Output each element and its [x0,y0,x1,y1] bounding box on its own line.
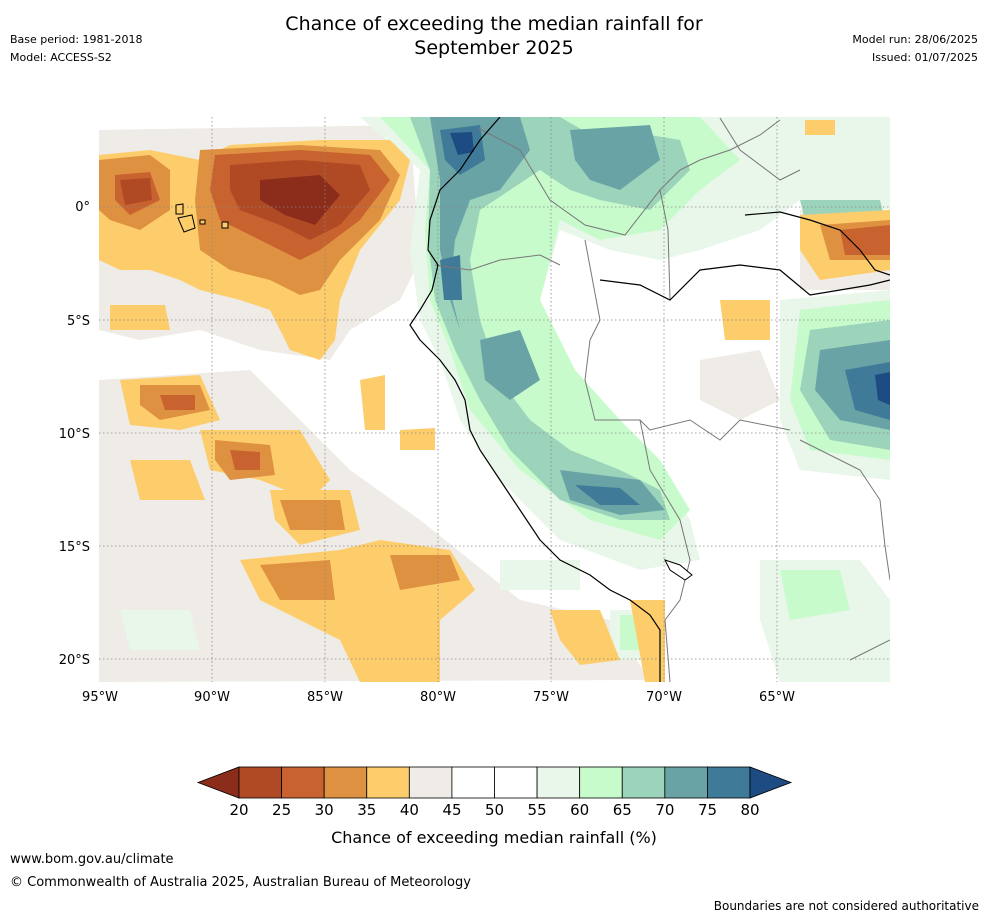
longitude-labels: 95°W 90°W 85°W 80°W 75°W 70°W 65°W [82,690,795,705]
colorbar-ticks: 20 25 30 35 40 45 50 55 60 65 70 75 80 [229,801,759,819]
lake-titicaca [664,559,693,581]
lat-label: 15°S [59,540,90,555]
colorbar-cell [238,766,282,799]
right-metadata: Model run: 28/06/2025 Issued: 01/07/2025 [852,31,978,67]
colorbar-cell [323,766,368,799]
colorbar-cell [536,766,581,799]
title-line-1: Chance of exceeding the median rainfall … [285,13,703,35]
probability-80-plus-areas [450,132,890,405]
boundary-disclaimer: Boundaries are not considered authoritat… [713,899,979,913]
coastline [409,117,890,682]
colorbar-tick: 80 [740,801,759,819]
colorbar-cell [281,766,325,799]
colorbar-label: Chance of exceeding median rainfall (%) [331,828,657,847]
lon-label: 75°W [533,690,569,705]
colorbar-cell [408,766,453,799]
colorbar-cells [196,766,793,799]
colorbar-cell [621,766,666,799]
lon-label: 90°W [194,690,230,705]
base-period: Base period: 1981-2018 [10,33,143,46]
colorbar-tick: 20 [229,801,248,819]
colorbar-tick: 60 [570,801,589,819]
colorbar-cell [366,766,410,799]
colorbar-cell [664,766,708,799]
colorbar-tick: 25 [272,801,291,819]
lat-label: 0° [75,200,90,215]
colorbar-extend-low [196,766,240,799]
lon-label: 95°W [82,690,118,705]
latitude-labels: 0° 5°S 10°S 15°S 20°S [59,200,90,668]
lon-label: 80°W [420,690,456,705]
colorbar-cell [451,766,495,799]
issued-date: Issued: 01/07/2025 [871,51,978,64]
colorbar-tick: 35 [357,801,376,819]
lat-label: 10°S [59,427,90,442]
chart-title: Chance of exceeding the median rainfall … [0,12,988,60]
colorbar-tick: 55 [528,801,547,819]
colorbar-tick: 30 [315,801,334,819]
colorbar-tick: 45 [442,801,461,819]
lat-label: 20°S [59,653,90,668]
title-line-2: September 2025 [414,37,574,59]
map-panel [99,117,890,682]
colorbar-cell [579,766,623,799]
copyright-notice: © Commonwealth of Australia 2025, Austra… [10,875,471,890]
probability-below-20-areas [260,175,340,225]
website-link[interactable]: www.bom.gov.au/climate [10,852,174,867]
colorbar-cell [494,766,538,799]
galapagos-islands [175,203,229,233]
colorbar-tick: 65 [613,801,632,819]
colorbar-tick: 50 [485,801,504,819]
colorbar-cell [707,766,751,799]
lon-label: 70°W [646,690,682,705]
colorbar-tick: 75 [698,801,717,819]
lat-label: 5°S [67,314,90,329]
colorbar-tick: 40 [400,801,419,819]
lon-label: 65°W [759,690,795,705]
colorbar-extend-high [749,766,793,799]
lon-label: 85°W [307,690,343,705]
colorbar: 20 25 30 35 40 45 50 55 60 65 70 75 80 C… [196,766,793,847]
model-name: Model: ACCESS-S2 [10,51,112,64]
model-run: Model run: 28/06/2025 [852,33,978,46]
colorbar-tick: 70 [655,801,674,819]
left-metadata: Base period: 1981-2018 Model: ACCESS-S2 [10,31,142,67]
